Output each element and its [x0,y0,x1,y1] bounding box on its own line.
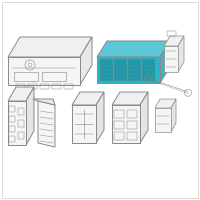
Polygon shape [80,37,92,85]
Polygon shape [164,36,184,46]
Polygon shape [155,108,171,132]
Polygon shape [38,101,55,147]
Polygon shape [72,105,96,143]
Polygon shape [8,37,92,57]
Polygon shape [100,59,113,81]
Polygon shape [97,57,160,83]
Polygon shape [33,99,55,105]
Polygon shape [8,57,80,85]
Polygon shape [128,59,141,81]
Polygon shape [142,59,155,81]
Polygon shape [155,99,176,108]
Polygon shape [112,92,148,105]
Polygon shape [26,87,34,145]
Polygon shape [8,87,34,101]
Polygon shape [97,41,170,57]
Polygon shape [164,46,178,72]
Polygon shape [171,99,176,132]
Polygon shape [114,59,127,81]
Polygon shape [72,92,104,105]
Polygon shape [178,36,184,72]
Polygon shape [8,101,26,145]
Polygon shape [160,41,170,83]
Polygon shape [140,92,148,143]
Polygon shape [112,105,140,143]
Polygon shape [96,92,104,143]
